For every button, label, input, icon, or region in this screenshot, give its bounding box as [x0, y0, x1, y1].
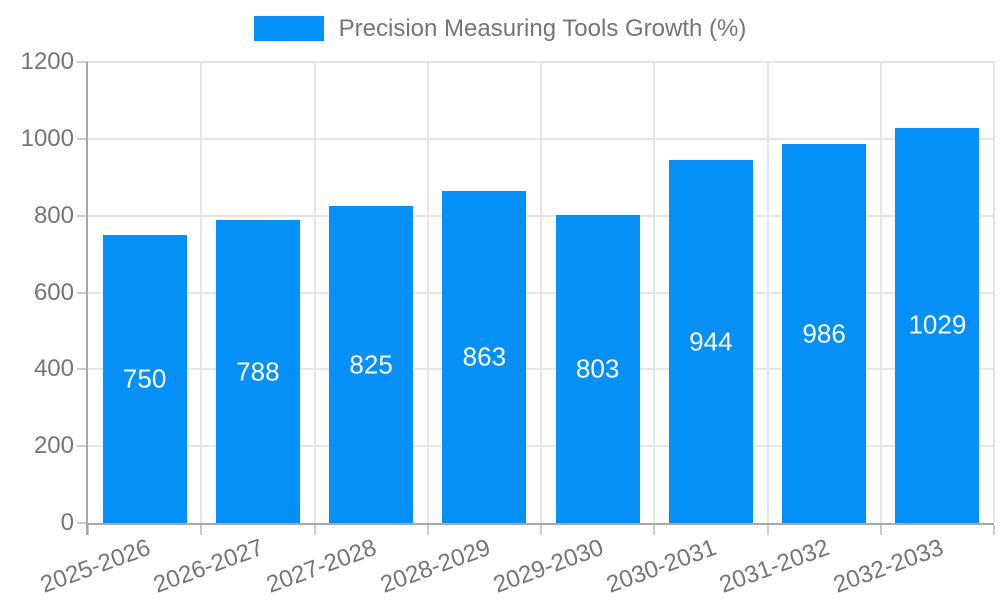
- legend[interactable]: Precision Measuring Tools Growth (%): [0, 16, 1000, 41]
- x-axis-tick: [426, 525, 429, 535]
- gridline-vertical: [426, 62, 429, 523]
- y-axis-tick-label: 400: [33, 355, 74, 383]
- y-axis-tick: [77, 445, 88, 448]
- gridline-vertical: [313, 62, 316, 523]
- gridline-vertical: [653, 62, 656, 523]
- bar[interactable]: [555, 214, 640, 523]
- x-axis-tick-label: 2032-2033: [829, 534, 947, 599]
- x-axis-tick: [766, 525, 769, 535]
- gridline-vertical: [200, 62, 203, 523]
- y-axis-tick-label: 1000: [20, 124, 74, 152]
- x-axis-tick: [200, 525, 203, 535]
- y-axis-tick: [77, 214, 88, 217]
- bar[interactable]: [102, 234, 187, 523]
- x-axis-line: [86, 523, 994, 525]
- bar[interactable]: [329, 206, 414, 523]
- x-axis-tick-label: 2026-2027: [150, 534, 268, 599]
- x-axis-tick-label: 2025-2026: [36, 534, 154, 599]
- legend-label: Precision Measuring Tools Growth (%): [338, 14, 747, 42]
- legend-swatch: [253, 16, 324, 41]
- bar[interactable]: [895, 127, 980, 523]
- x-axis-tick-label: 2028-2029: [376, 534, 494, 599]
- y-axis-tick: [77, 137, 88, 140]
- y-axis-tick: [77, 61, 88, 63]
- y-axis-tick: [77, 368, 88, 371]
- y-axis-tick-label: 800: [33, 201, 74, 229]
- gridline-vertical: [540, 62, 542, 523]
- y-axis-tick: [77, 522, 88, 524]
- y-axis-tick-label: 1200: [20, 48, 74, 75]
- x-axis-tick-label: 2030-2031: [603, 534, 721, 599]
- x-axis-tick: [540, 525, 542, 535]
- gridline-vertical: [993, 62, 995, 523]
- x-axis-tick-label: 2031-2032: [716, 534, 834, 599]
- y-axis-tick: [77, 291, 88, 294]
- x-axis-tick: [879, 525, 882, 535]
- bar[interactable]: [442, 191, 527, 523]
- x-axis-tick: [87, 525, 89, 535]
- y-axis-line: [86, 62, 88, 535]
- gridline-vertical: [766, 62, 769, 523]
- y-axis-tick-label: 0: [60, 509, 74, 536]
- bar[interactable]: [668, 160, 753, 523]
- y-axis-tick-label: 200: [33, 432, 74, 460]
- y-axis-tick-label: 600: [33, 278, 74, 306]
- x-axis-tick: [653, 525, 656, 535]
- x-axis-tick-label: 2029-2030: [489, 534, 607, 599]
- bar[interactable]: [215, 220, 300, 523]
- x-axis-tick: [313, 525, 316, 535]
- gridline-vertical: [879, 62, 882, 523]
- bar[interactable]: [782, 144, 867, 523]
- x-axis-tick-label: 2027-2028: [263, 534, 381, 599]
- x-axis-tick: [993, 525, 995, 535]
